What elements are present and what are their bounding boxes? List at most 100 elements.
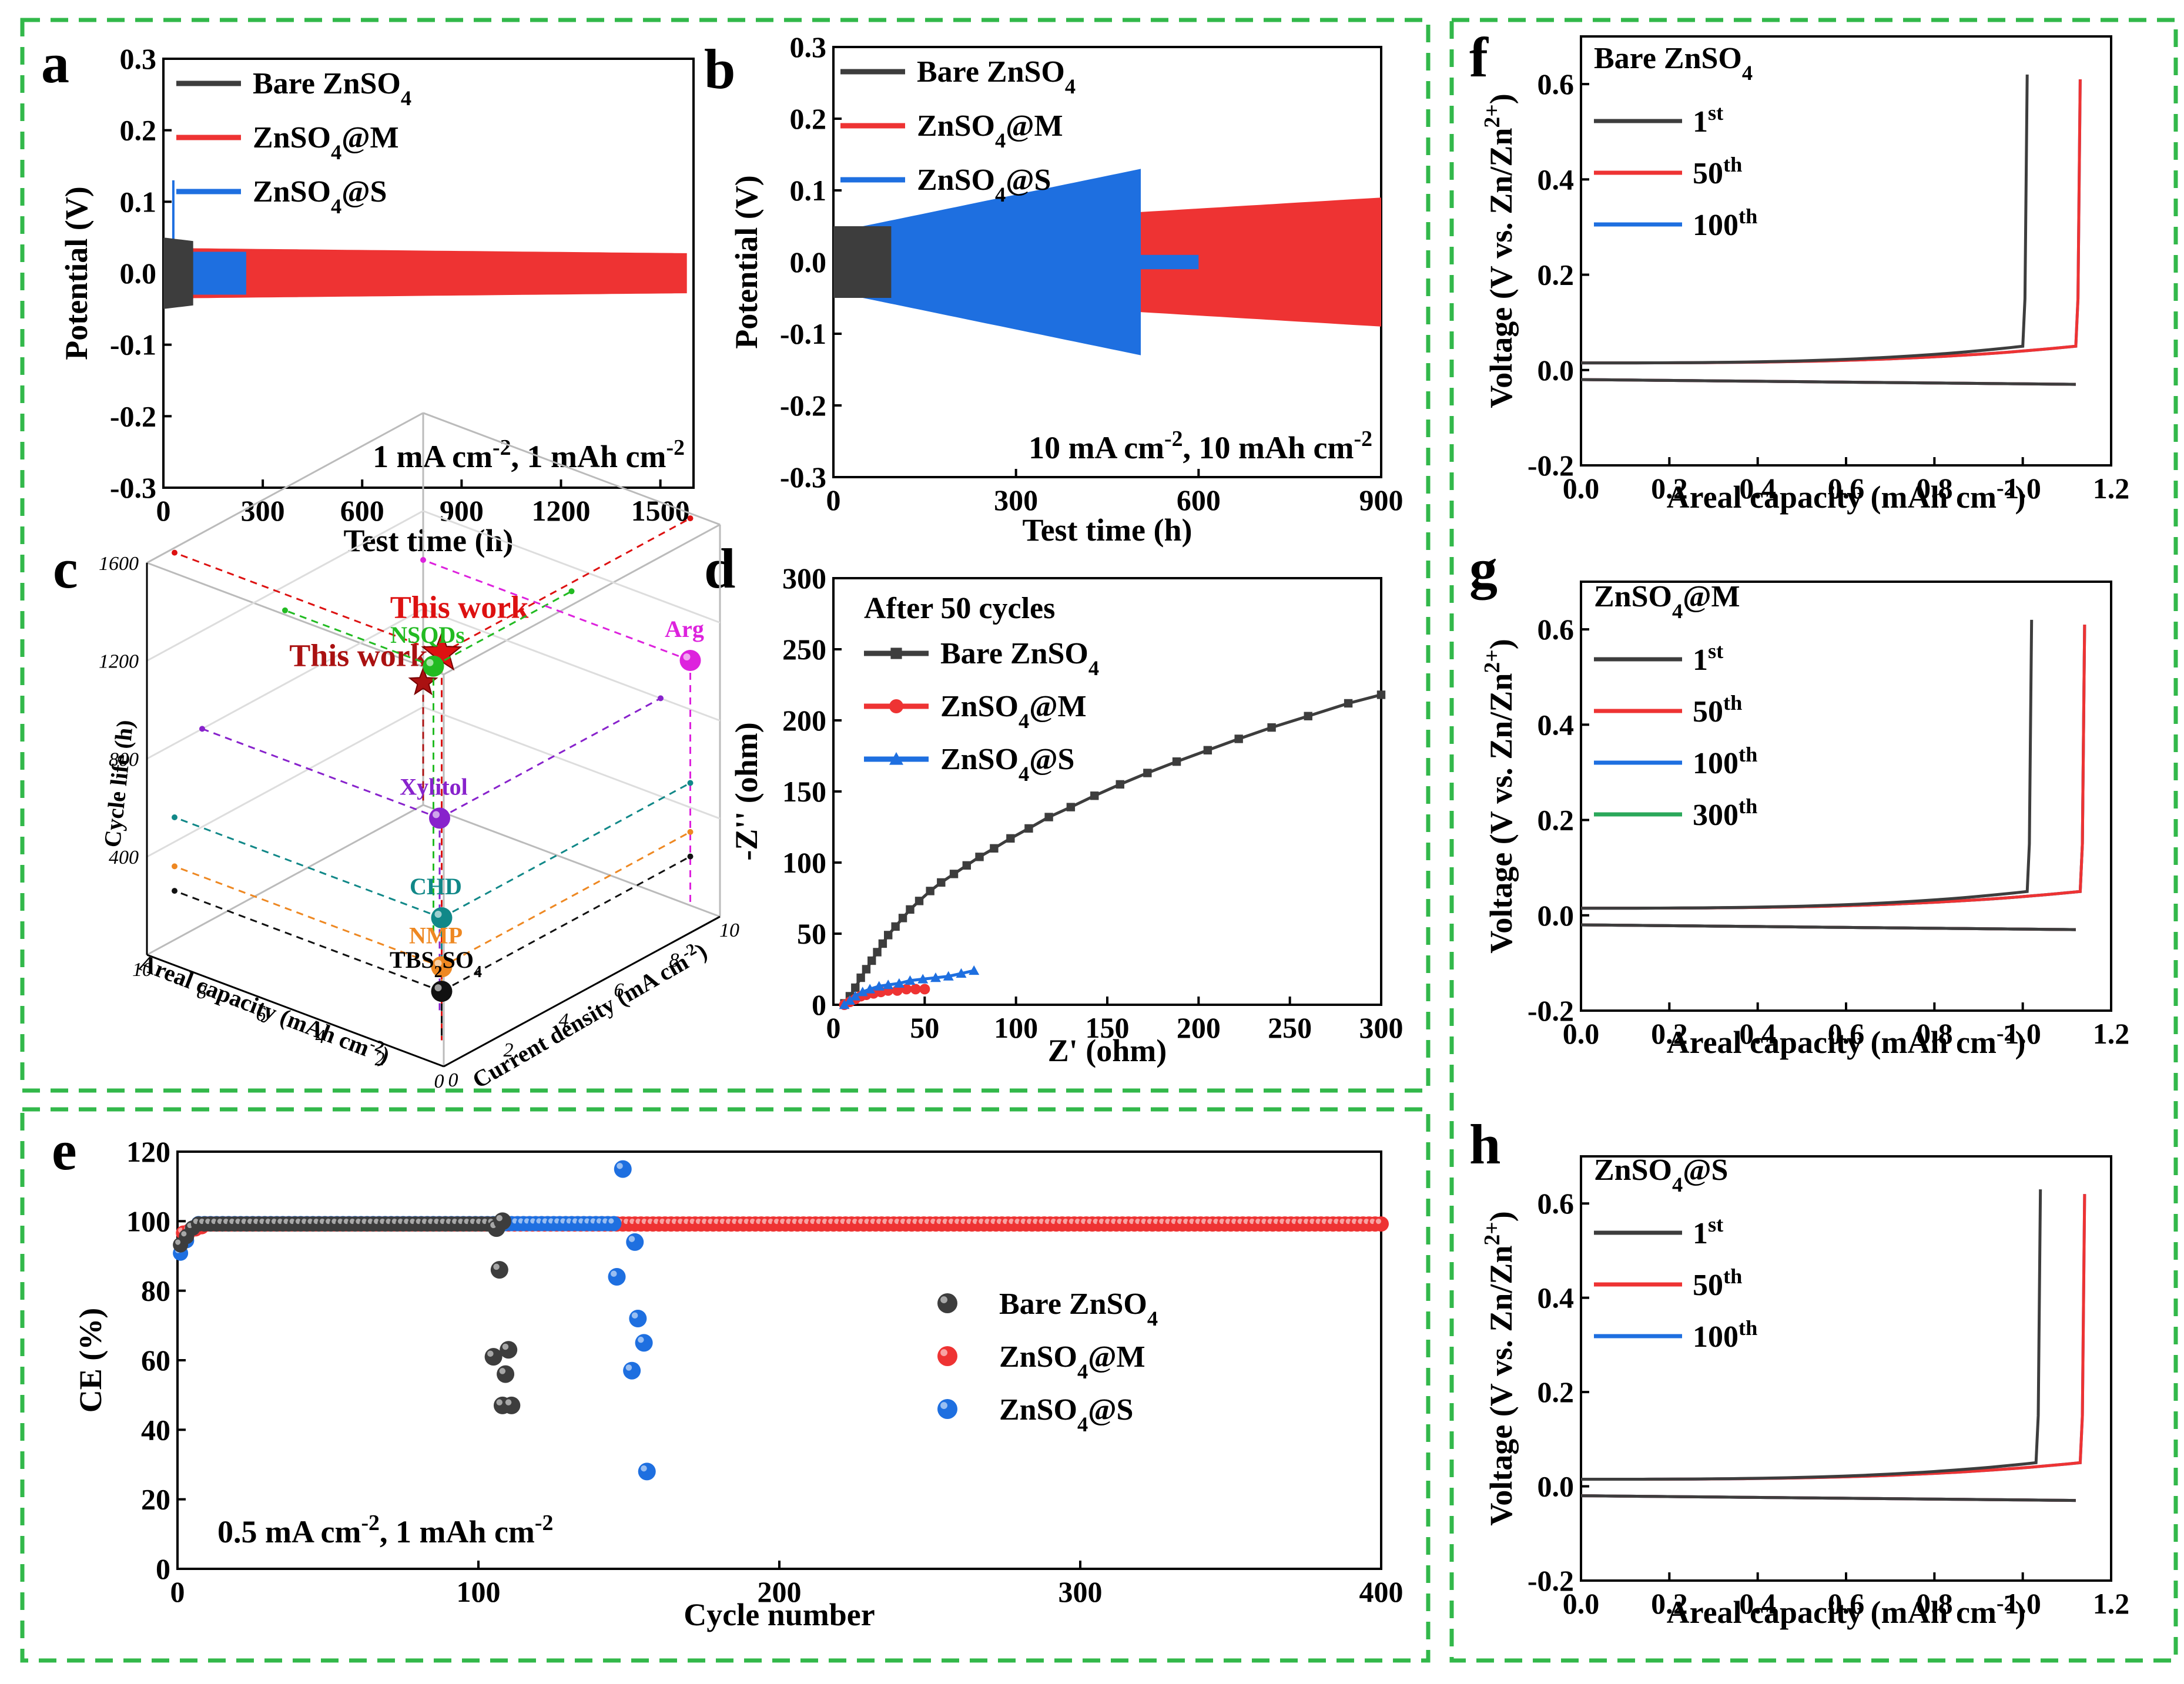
ce-point xyxy=(937,1293,957,1313)
point-label-part: TBS xyxy=(390,947,434,973)
chart-f: 0.0 0.2 0.4 0.6 0.8 1.0 1.20.60.40.20.0-0.2Are… xyxy=(1480,35,2129,515)
legend-number: 50 xyxy=(1693,695,1723,729)
legend-label-part: @M xyxy=(1088,1340,1145,1374)
point-label-part: 4 xyxy=(474,963,482,981)
y-tick-label: 0.2 xyxy=(1537,1376,1575,1408)
ce-point xyxy=(503,1396,521,1414)
y-axis-label-part: Voltage (V vs. Zn/Zn xyxy=(1483,673,1519,954)
x-tick-label: 100 xyxy=(457,1575,501,1608)
ce-point-highlight xyxy=(638,1336,644,1343)
y-tick-label: -0.2 xyxy=(780,389,826,422)
y-tick-label: 0.4 xyxy=(1537,708,1575,741)
x-axis-label-part: Test time (h) xyxy=(344,523,514,558)
marker-circle xyxy=(892,985,903,996)
marker-circle xyxy=(901,984,912,995)
marker-square xyxy=(937,878,946,887)
condition-annotation-part: 0.5 mA cm xyxy=(217,1514,361,1549)
legend-label-part: 4 xyxy=(1077,1360,1088,1383)
x-tick-label: 0.2 xyxy=(1651,1587,1688,1620)
y-tick-label: -0.3 xyxy=(780,461,826,494)
legend-label-part: Bare ZnSO xyxy=(253,67,401,100)
ce-point-highlight xyxy=(496,1215,503,1222)
x-tick-label: 0.6 xyxy=(1828,1017,1865,1050)
marker-square xyxy=(851,983,860,992)
wall-dot xyxy=(687,780,694,786)
grid-line xyxy=(146,510,424,662)
panel-title-part: @S xyxy=(1683,1153,1728,1187)
marker-square xyxy=(1044,813,1053,821)
legend-label: 1st xyxy=(1693,639,1723,677)
marker-square xyxy=(890,648,902,659)
y-tick-label: 0.3 xyxy=(790,31,827,63)
legend-ordinal: th xyxy=(1739,204,1757,228)
projection-wall xyxy=(441,782,691,919)
y-axis-label-part: 2+ xyxy=(1480,104,1505,128)
marker-square xyxy=(1066,803,1076,811)
ce-point-highlight xyxy=(608,1218,614,1224)
y-tick-label: 150 xyxy=(782,775,826,808)
y-axis-label-part: Potential (V) xyxy=(59,186,94,360)
projection-wall xyxy=(433,590,572,667)
capacity-tick-label: 2 xyxy=(375,1048,385,1070)
y-tick-label: -0.2 xyxy=(110,400,156,432)
current-axis-label-part: Current density (mA cm xyxy=(468,948,693,1093)
marker-square xyxy=(1006,834,1015,843)
projection-wall xyxy=(441,831,691,968)
legend-label: Bare ZnSO4 xyxy=(940,637,1099,680)
legend-label-part: ZnSO xyxy=(253,175,331,209)
y-axis-label-part: Voltage (V vs. Zn/Zn xyxy=(1483,128,1519,408)
y-tick-label: 100 xyxy=(782,846,826,879)
legend-label-part: 4 xyxy=(1077,1413,1088,1436)
chart-d: 0 50 100 150 200 250 300 300 250 200 150 100 50 0 Z' (… xyxy=(729,562,1403,1068)
ce-point-highlight xyxy=(611,1270,617,1277)
legend-number: 50 xyxy=(1693,1269,1723,1302)
curve-charge-bare xyxy=(1581,619,2034,910)
y-tick-label: 250 xyxy=(782,633,826,666)
y-axis-label-part: -Z'' (ohm) xyxy=(729,722,764,861)
legend-label-part: ZnSO xyxy=(940,690,1019,723)
wall-dot xyxy=(172,863,177,870)
y-tick-label: 0.2 xyxy=(790,102,827,135)
y-tick-label: 0.6 xyxy=(1537,68,1575,100)
marker-square xyxy=(990,844,999,853)
x-axis-label-part: ) xyxy=(2015,1025,2025,1060)
legend-label-part: 4 xyxy=(331,140,341,164)
ce-point xyxy=(638,1462,656,1481)
ce-point xyxy=(623,1361,641,1380)
y-tick-label: 40 xyxy=(141,1413,170,1446)
marker-square xyxy=(1234,734,1243,743)
legend-number: 1 xyxy=(1693,1217,1708,1250)
wall-dot xyxy=(172,814,177,820)
legend-label-part: @M xyxy=(1006,109,1063,143)
point-label: Xylitol xyxy=(400,773,468,800)
y-tick-label: -0.1 xyxy=(780,317,826,350)
panel-title: ZnSO4@M xyxy=(1594,580,1740,623)
condition-annotation-part: 10 mA cm xyxy=(1029,430,1164,465)
x-tick-label: 0.2 xyxy=(1651,472,1688,505)
plot-frame xyxy=(176,1150,1382,1570)
x-axis-label: Test time (h) xyxy=(1023,512,1193,548)
legend-label: 100th xyxy=(1693,743,1757,780)
ce-point-highlight xyxy=(628,1236,635,1242)
point-ball-highlight xyxy=(433,811,440,818)
point-label: NMP xyxy=(409,922,463,948)
y-tick-label: 120 xyxy=(126,1135,170,1168)
y-axis-label-part: 2+ xyxy=(1480,1222,1505,1245)
condition-annotation-part: -2 xyxy=(1164,427,1183,451)
legend-label: Bare ZnSO4 xyxy=(999,1287,1158,1330)
y-axis-label-part: CE (%) xyxy=(73,1308,108,1413)
projection-wall xyxy=(174,552,443,655)
y-tick-label: -0.2 xyxy=(1528,994,1574,1027)
wall-dot xyxy=(568,588,575,595)
marker-square xyxy=(1304,712,1312,720)
condition-annotation-part: -2 xyxy=(535,1511,554,1535)
panel-title-part: Bare ZnSO xyxy=(1594,42,1742,75)
series-znso4s-tail xyxy=(1140,254,1199,270)
panel-letter-e: e xyxy=(52,1119,77,1182)
current-tick-label: 0 xyxy=(448,1069,458,1091)
chart-b: 0 300 600 900 0.3 0.2 0.1 0.0 -0.1 -0.2 -0.3 Test t… xyxy=(729,31,1403,548)
x-tick-label: 0.6 xyxy=(1828,1587,1865,1620)
legend-label-part: @S xyxy=(1006,163,1051,197)
point-ball-highlight xyxy=(434,984,442,992)
